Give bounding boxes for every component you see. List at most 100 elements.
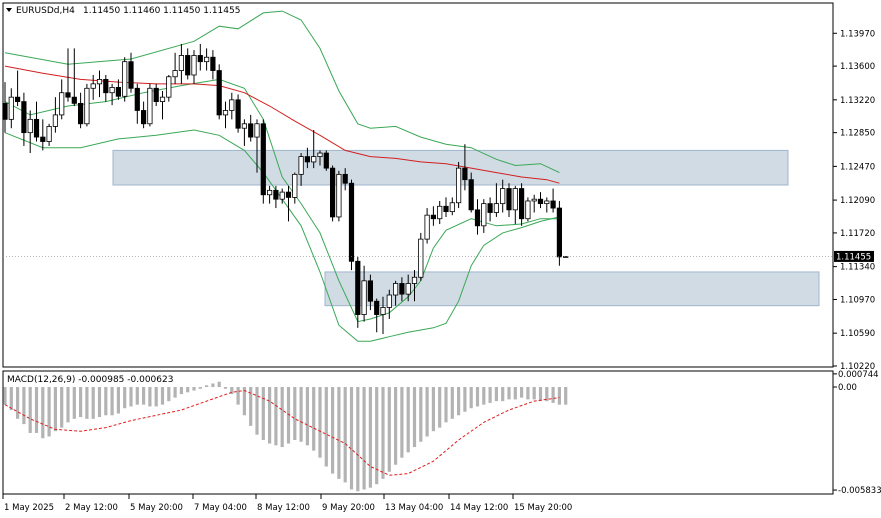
candle[interactable] xyxy=(191,50,197,84)
candle[interactable] xyxy=(361,265,367,322)
candle[interactable] xyxy=(348,179,355,271)
candle[interactable] xyxy=(14,70,21,107)
candle[interactable] xyxy=(380,296,386,335)
candle[interactable] xyxy=(405,274,411,302)
candle-body-bull xyxy=(512,188,518,211)
candle[interactable] xyxy=(311,129,317,169)
candle[interactable] xyxy=(329,165,336,222)
candle[interactable] xyxy=(140,101,147,129)
candle[interactable] xyxy=(355,256,361,328)
candle[interactable] xyxy=(46,123,52,146)
candle[interactable] xyxy=(500,179,506,213)
candle[interactable] xyxy=(418,232,424,281)
candle[interactable] xyxy=(449,197,455,216)
candle[interactable] xyxy=(298,153,304,186)
macd-bar xyxy=(16,387,20,419)
candle[interactable] xyxy=(122,57,128,102)
candle[interactable] xyxy=(84,83,90,127)
candle[interactable] xyxy=(159,90,166,120)
candle[interactable] xyxy=(197,43,203,71)
candle[interactable] xyxy=(336,170,342,222)
candle[interactable] xyxy=(563,255,569,258)
candle[interactable] xyxy=(550,188,556,213)
candle[interactable] xyxy=(285,185,292,222)
candle[interactable] xyxy=(90,74,96,100)
candle[interactable] xyxy=(96,70,103,98)
candle[interactable] xyxy=(21,92,27,146)
candle[interactable] xyxy=(52,97,59,133)
candle[interactable] xyxy=(323,150,329,171)
candle[interactable] xyxy=(304,147,311,169)
candle[interactable] xyxy=(292,172,298,204)
candle[interactable] xyxy=(33,101,40,142)
candle[interactable] xyxy=(248,114,254,142)
candle[interactable] xyxy=(519,183,525,226)
candle[interactable] xyxy=(185,48,191,80)
price-zone-2[interactable] xyxy=(324,271,820,307)
candle[interactable] xyxy=(229,92,235,120)
candle[interactable] xyxy=(241,119,247,146)
candle[interactable] xyxy=(474,199,481,235)
candle[interactable] xyxy=(512,185,518,225)
candle[interactable] xyxy=(115,79,121,100)
candle[interactable] xyxy=(166,74,172,102)
candle[interactable] xyxy=(374,298,380,333)
candle[interactable] xyxy=(27,110,33,154)
candle[interactable] xyxy=(65,48,71,102)
candle[interactable] xyxy=(134,83,140,124)
candle[interactable] xyxy=(254,119,260,173)
candle[interactable] xyxy=(71,48,77,107)
candle[interactable] xyxy=(235,94,241,133)
candle[interactable] xyxy=(525,197,531,222)
candle[interactable] xyxy=(266,185,273,204)
candle[interactable] xyxy=(392,280,399,306)
candle[interactable] xyxy=(178,43,184,84)
candle[interactable] xyxy=(531,194,537,213)
candle[interactable] xyxy=(411,270,418,302)
candle[interactable] xyxy=(216,64,222,120)
candle[interactable] xyxy=(443,197,449,217)
candle[interactable] xyxy=(128,52,134,93)
candle[interactable] xyxy=(260,119,266,204)
macd-bar xyxy=(205,385,209,388)
candle[interactable] xyxy=(468,172,474,213)
candle[interactable] xyxy=(147,83,153,127)
candle[interactable] xyxy=(8,88,14,129)
macd-pane[interactable] xyxy=(2,370,834,495)
candle[interactable] xyxy=(109,83,115,106)
candle[interactable] xyxy=(544,197,550,213)
candle[interactable] xyxy=(424,208,430,244)
candle[interactable] xyxy=(455,161,462,209)
candle[interactable] xyxy=(172,52,178,84)
candle[interactable] xyxy=(386,289,392,319)
candle[interactable] xyxy=(210,50,216,80)
candle[interactable] xyxy=(342,168,348,191)
triangle-down-icon[interactable] xyxy=(6,8,12,12)
candle[interactable] xyxy=(2,82,8,133)
candle-body-bull xyxy=(405,283,411,295)
candle[interactable] xyxy=(399,277,405,302)
candle[interactable] xyxy=(103,74,109,102)
candle[interactable] xyxy=(487,197,493,222)
candle[interactable] xyxy=(462,144,468,191)
candle[interactable] xyxy=(430,206,437,226)
candle[interactable] xyxy=(437,200,443,225)
price-zone-1[interactable] xyxy=(112,149,789,186)
candle[interactable] xyxy=(78,92,84,129)
candle[interactable] xyxy=(222,101,229,129)
candle[interactable] xyxy=(40,119,46,151)
candle[interactable] xyxy=(153,83,159,107)
candle[interactable] xyxy=(506,183,512,217)
candle[interactable] xyxy=(273,185,279,209)
candle[interactable] xyxy=(203,48,210,71)
candle[interactable] xyxy=(59,79,65,120)
candle[interactable] xyxy=(556,200,563,266)
candle[interactable] xyxy=(367,274,374,311)
candle[interactable] xyxy=(279,188,285,204)
candle[interactable] xyxy=(493,183,500,217)
candle-body-bull xyxy=(222,110,229,116)
candle[interactable] xyxy=(317,150,323,166)
candle[interactable] xyxy=(537,192,544,209)
candle[interactable] xyxy=(481,199,487,233)
